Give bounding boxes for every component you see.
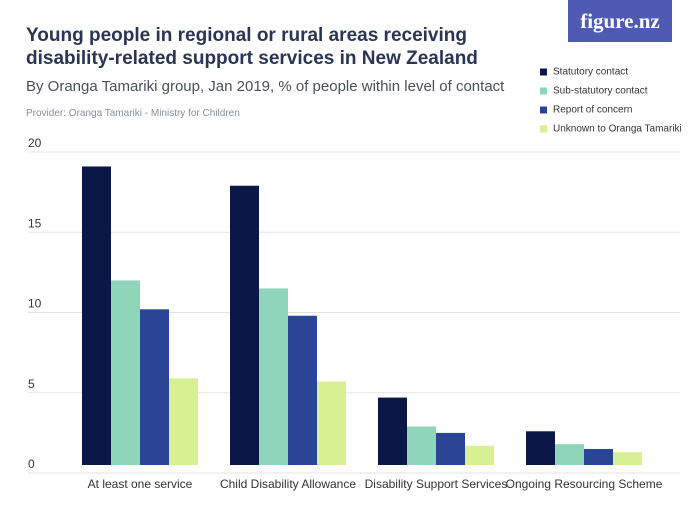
x-tick-label: At least one service: [88, 477, 193, 491]
bar: [465, 445, 494, 465]
y-tick-label: 15: [28, 216, 42, 230]
legend-label: Unknown to Oranga Tamariki: [553, 124, 682, 135]
logo[interactable]: figure.nz: [568, 0, 672, 42]
bar: [436, 432, 465, 465]
bar: [378, 397, 407, 465]
bar: [82, 166, 111, 465]
y-tick-label: 10: [28, 297, 42, 311]
bar: [111, 280, 140, 465]
bar: [555, 444, 584, 465]
bar: [259, 288, 288, 465]
legend-label: Statutory contact: [553, 67, 628, 78]
legend-swatch: [540, 125, 547, 133]
y-tick-label: 0: [28, 457, 35, 471]
legend-label: Sub-statutory contact: [553, 86, 648, 97]
bar: [230, 185, 259, 466]
x-tick-label: Ongoing Resourcing Scheme: [506, 477, 663, 491]
bar: [169, 378, 198, 465]
y-tick-label: 5: [28, 377, 35, 391]
legend-swatch: [540, 87, 547, 95]
provider: Provider: Oranga Tamariki - Ministry for…: [26, 108, 240, 119]
chart-title: Young people in regional or rural areas …: [26, 25, 478, 69]
bar: [613, 452, 642, 465]
bar: [584, 448, 613, 465]
x-tick-label: Disability Support Services: [365, 477, 508, 491]
legend-label: Report of concern: [553, 105, 633, 116]
x-tick-label: Child Disability Allowance: [220, 477, 356, 491]
bar: [526, 431, 555, 465]
legend-swatch: [540, 106, 547, 114]
y-tick-label: 20: [28, 136, 42, 150]
bar: [407, 426, 436, 465]
chart-subtitle: By Oranga Tamariki group, Jan 2019, % of…: [26, 78, 505, 95]
bar: [140, 309, 169, 465]
legend-swatch: [540, 68, 547, 76]
bar: [317, 381, 346, 465]
bar: [288, 315, 317, 465]
